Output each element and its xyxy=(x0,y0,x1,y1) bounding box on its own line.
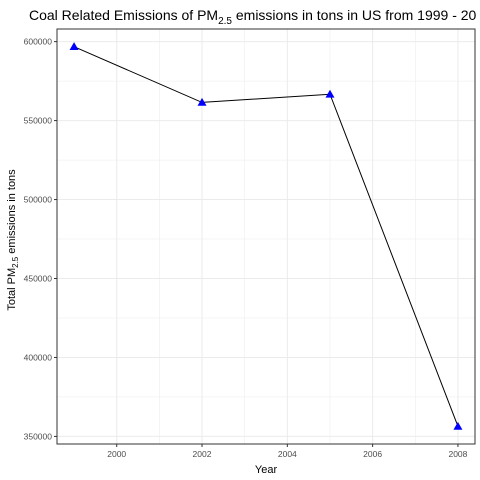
y-axis-title-suffix: emissions in tons xyxy=(6,169,18,257)
data-point-triangle xyxy=(69,42,79,51)
data-point-triangle xyxy=(325,89,335,98)
series-line-layer xyxy=(73,46,459,427)
panel-border xyxy=(56,28,476,445)
y-tick-label: 350000 xyxy=(24,431,53,441)
chart-title-prefix: Coal Related Emissions of PM xyxy=(29,7,218,23)
x-tick-label: 2006 xyxy=(363,449,382,459)
y-tick-label: 450000 xyxy=(24,274,53,284)
x-axis-title: Year xyxy=(255,464,278,476)
data-point-triangle xyxy=(197,97,207,106)
y-tick-label: 400000 xyxy=(24,352,53,362)
x-tick-label: 2004 xyxy=(278,449,297,459)
x-tick-label: 2000 xyxy=(107,449,126,459)
axis-ticks: 350000 400000 450000 500000 550000 600000 2000… xyxy=(24,37,468,459)
data-points xyxy=(69,42,463,430)
data-point-triangle xyxy=(453,421,463,430)
series-line xyxy=(73,46,459,427)
chart-title: Coal Related Emissions of PM2.5 emission… xyxy=(29,7,477,27)
chart-title-suffix: emissions in tons in US from 1999 - 20 xyxy=(232,7,477,23)
grid xyxy=(57,29,475,444)
x-tick-label: 2002 xyxy=(193,449,212,459)
y-tick-label: 600000 xyxy=(24,37,53,47)
y-axis-title-subscript: 2.5 xyxy=(11,256,20,268)
y-axis-title: Total PM2.5 emissions in tons xyxy=(6,169,20,311)
y-tick-label: 550000 xyxy=(24,116,53,126)
y-axis-title-prefix: Total PM xyxy=(6,268,18,311)
y-tick-label: 500000 xyxy=(24,195,53,205)
chart-title-subscript: 2.5 xyxy=(218,16,232,27)
x-tick-label: 2008 xyxy=(448,449,467,459)
